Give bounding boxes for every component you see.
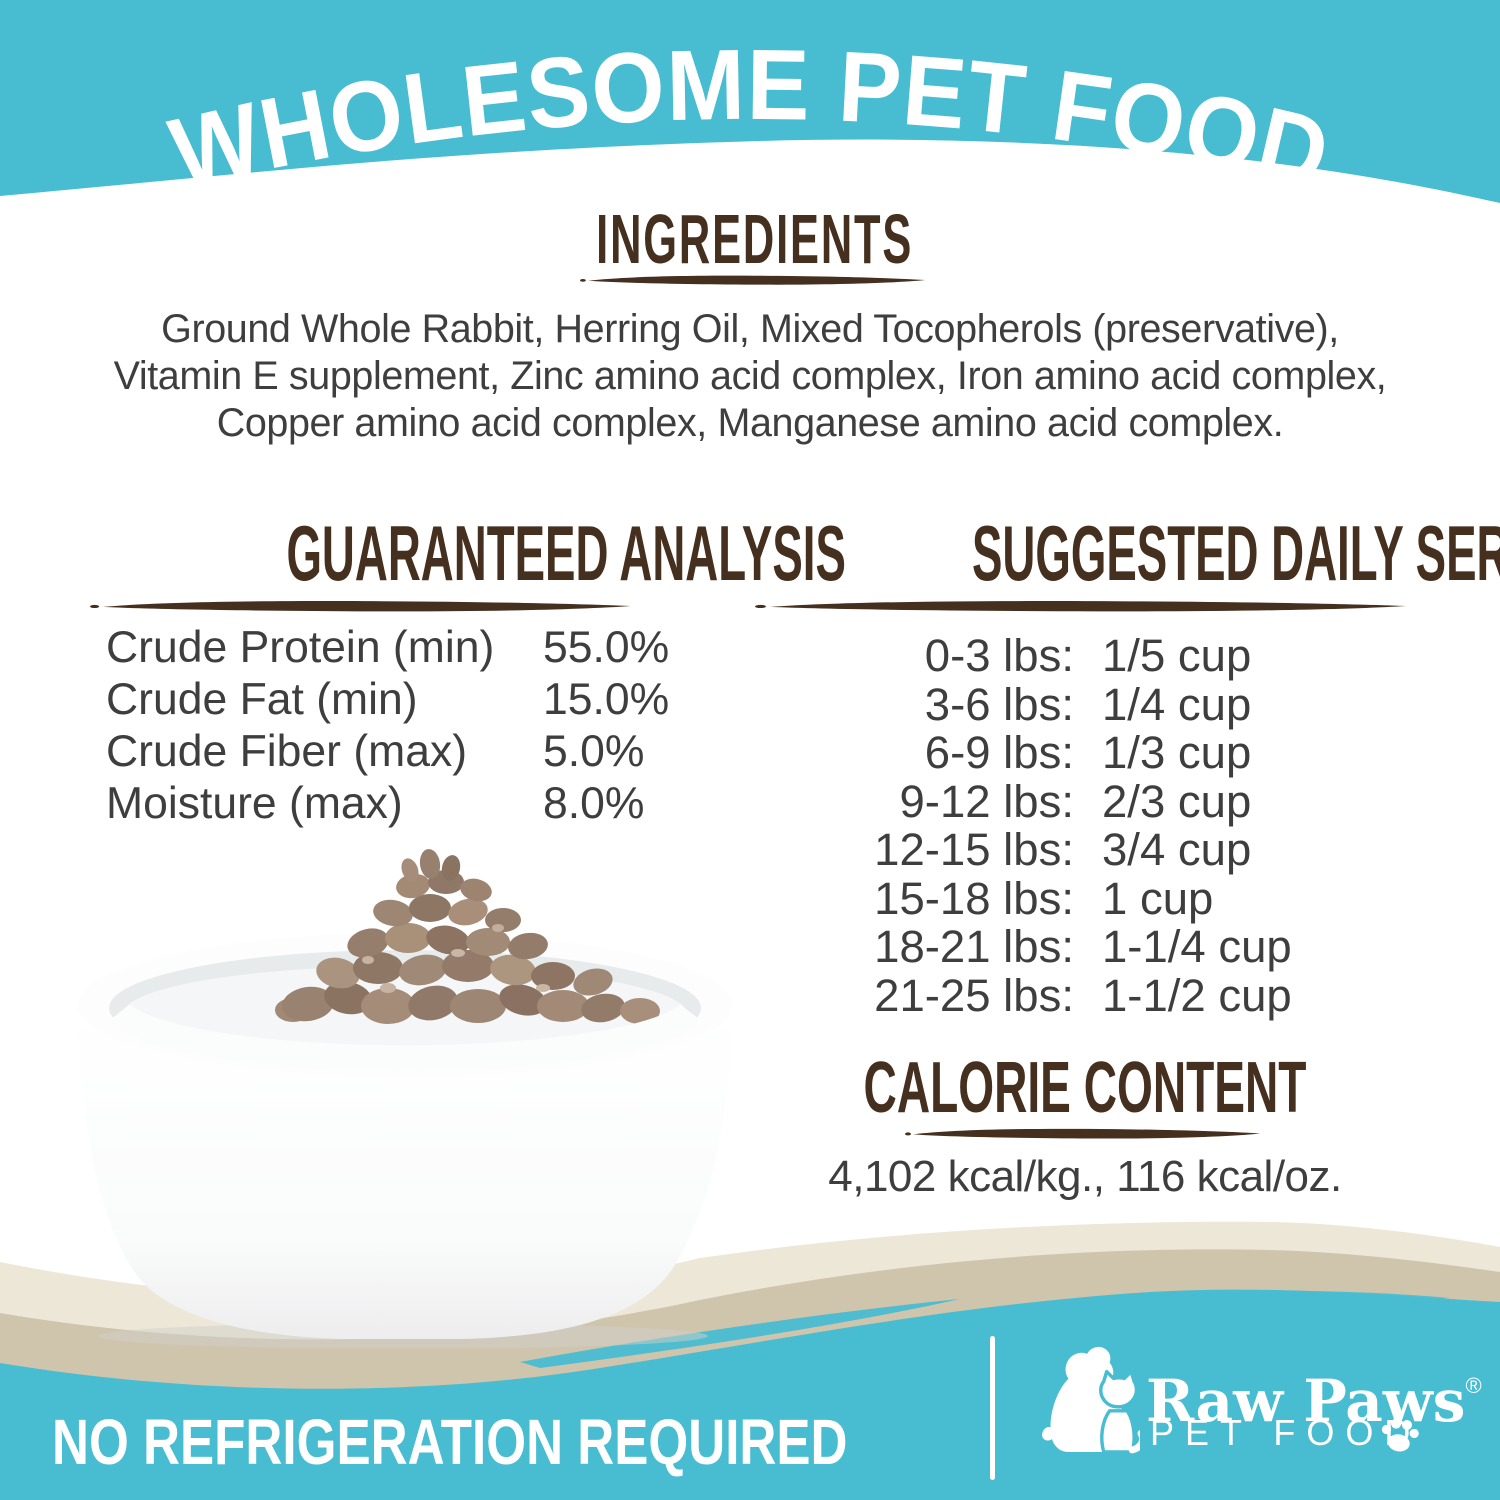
footer-divider [990,1336,995,1480]
serving-weight: 3-6 lbs: [924,678,1074,730]
guaranteed-analysis-table: Crude Protein (min) 55.0% Crude Fat (min… [88,622,670,830]
daily-serving-underline [755,598,1415,614]
serving-amount: 2/3 cup [1102,775,1252,827]
brand-wordmark: Raw Paws® [1146,1356,1482,1431]
serving-weight: 12-15 lbs: [874,824,1074,875]
serving-weight: 9-12 lbs: [899,775,1074,827]
daily-serving-table: 0-3 lbs: 1/5 cup 3-6 lbs: 1/4 cup 6-9 lb… [742,630,1442,1021]
food-bowl-photo [78,849,732,1348]
analysis-row: Crude Fat (min) 15.0% [88,674,670,726]
brand-tagline: PET FOOD [1150,1412,1422,1453]
dog-cat-icon [1042,1346,1140,1454]
serving-amount: 3/4 cup [1102,824,1252,875]
guaranteed-analysis-underline [90,598,638,614]
analysis-row: Moisture (max) 8.0% [88,778,668,830]
ingredients-line: Ground Whole Rabbit, Herring Oil, Mixed … [161,307,1339,351]
ingredients-line: Copper amino acid complex, Manganese ami… [216,401,1284,445]
analysis-label: Crude Fiber (max) [106,727,468,776]
guaranteed-analysis-heading: GUARANTEED ANALYSIS [286,509,846,597]
brand-name: Raw Paws [1146,1367,1466,1435]
serving-amount: 1/4 cup [1102,678,1252,730]
calorie-content-value: 4,102 kcal/kg., 116 kcal/oz. [828,1152,1342,1201]
analysis-label: Crude Fat (min) [106,675,418,724]
ingredients-line: Vitamin E supplement, Zinc amino acid co… [113,354,1387,398]
serving-weight: 6-9 lbs: [924,727,1074,778]
daily-serving-heading: SUGGESTED DAILY SERVING [971,509,1500,597]
analysis-label: Crude Protein (min) [106,623,495,672]
serving-amount: 1 cup [1102,872,1214,924]
analysis-value: 15.0% [543,675,670,724]
serving-weight: 21-25 lbs: [874,969,1074,1021]
analysis-value: 8.0% [543,779,645,828]
ingredients-paragraph: Ground Whole Rabbit, Herring Oil, Mixed … [0,306,1500,447]
analysis-row: Crude Protein (min) 55.0% [88,622,670,674]
serving-weight: 18-21 lbs: [874,921,1074,972]
calorie-content-heading: CALORIE CONTENT [863,1048,1307,1128]
ingredients-underline [580,273,930,287]
ingredients-heading: INGREDIENTS [596,200,914,278]
serving-weight: 15-18 lbs: [874,872,1074,924]
analysis-value: 5.0% [543,727,645,776]
analysis-value: 55.0% [543,623,670,672]
registered-mark: ® [1465,1373,1482,1398]
serving-amount: 1-1/2 cup [1102,969,1292,1021]
serving-amount: 1-1/4 cup [1102,921,1292,972]
top-banner: WHOLESOME PET FOOD [0,0,1500,211]
paw-print-icon [1381,1418,1419,1452]
analysis-label: Moisture (max) [106,779,403,828]
analysis-row: Crude Fiber (max) 5.0% [88,726,668,778]
serving-amount: 1/5 cup [1102,630,1252,681]
freeze-dried-food [275,849,660,1024]
serving-weight: 0-3 lbs: [924,630,1074,681]
no-refrigeration-note: NO REFRIGERATION REQUIRED [52,1406,848,1478]
serving-amount: 1/3 cup [1102,727,1252,778]
